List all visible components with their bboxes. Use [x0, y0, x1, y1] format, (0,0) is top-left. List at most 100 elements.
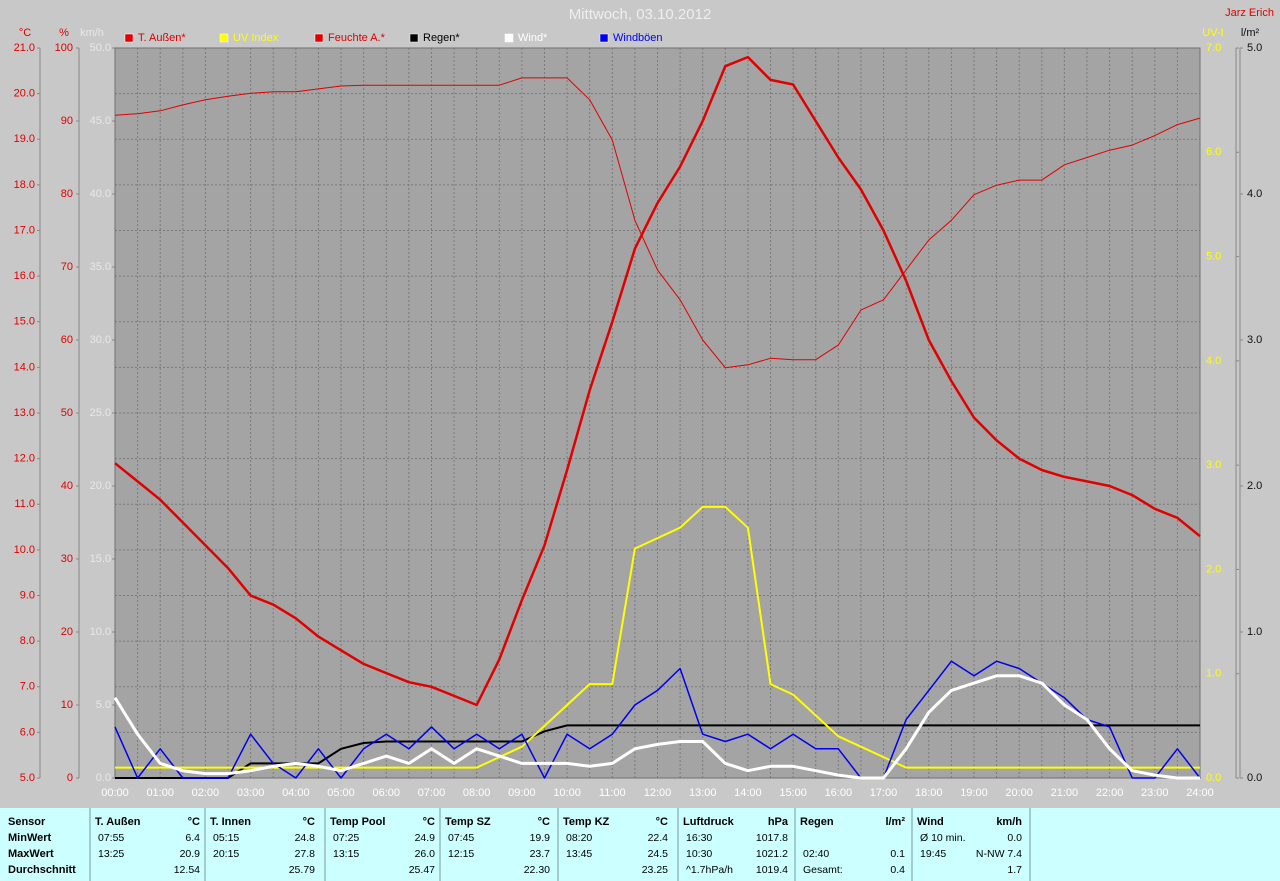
y-tick-label: 8.0 [20, 635, 35, 647]
row-label: Durchschnitt [8, 864, 76, 876]
y-tick-label: 0.0 [1206, 772, 1221, 784]
legend-label: Feuchte A.* [328, 32, 386, 44]
cell-value: 27.8 [295, 848, 316, 860]
cell-time: 13:15 [333, 848, 359, 860]
x-tick-label: 13:00 [689, 787, 717, 799]
x-tick-label: 01:00 [146, 787, 174, 799]
x-tick-label: 23:00 [1141, 787, 1169, 799]
cell-value: 0.0 [1007, 832, 1022, 844]
x-tick-label: 12:00 [644, 787, 672, 799]
y-tick-label: 3.0 [1206, 459, 1221, 471]
legend-label: T. Außen* [138, 32, 186, 44]
x-tick-label: 06:00 [372, 787, 400, 799]
cell-time: 02:40 [803, 848, 829, 860]
y-tick-label: 10.0 [14, 544, 35, 556]
plot-border [114, 47, 1201, 779]
series-line [114, 660, 1201, 779]
y-tick-label: 30.0 [90, 334, 111, 346]
y-tick-label: 17.0 [14, 224, 35, 236]
cell-time: 16:30 [686, 832, 712, 844]
y-tick-label: 45.0 [90, 115, 111, 127]
y-tick-label: 2.0 [1247, 480, 1262, 492]
column-unit: km/h [996, 816, 1022, 828]
cell-value: 25.79 [289, 864, 315, 876]
column-unit: hPa [768, 816, 789, 828]
y-tick-label: 70 [61, 261, 73, 273]
legend-label: Regen* [423, 32, 460, 44]
cell-value: 1019.4 [756, 864, 788, 876]
cell-value: 1021.2 [756, 848, 788, 860]
y-tick-label: 20 [61, 626, 73, 638]
y-tick-label: 35.0 [90, 261, 111, 273]
x-tick-label: 02:00 [192, 787, 220, 799]
axis-title: UV-I [1202, 27, 1223, 39]
x-tick-label: 19:00 [960, 787, 988, 799]
series-line [114, 77, 1201, 369]
x-tick-label: 16:00 [825, 787, 853, 799]
x-tick-label: 20:00 [1005, 787, 1033, 799]
y-tick-label: 80 [61, 188, 73, 200]
y-tick-label: 15.0 [90, 553, 111, 565]
cell-time: 12:15 [448, 848, 474, 860]
column-name: Regen [800, 816, 834, 828]
series-line [113, 674, 1200, 780]
column-unit: °C [188, 816, 200, 828]
legend-marker [504, 33, 514, 43]
legend-marker [409, 33, 419, 43]
column-name: Temp Pool [330, 816, 385, 828]
cell-value: 22.4 [648, 832, 669, 844]
axis-title: °C [19, 27, 31, 39]
row-label: MaxWert [8, 848, 54, 860]
cell-value: 23.25 [642, 864, 668, 876]
x-tick-label: 09:00 [508, 787, 536, 799]
y-tick-label: 4.0 [1206, 355, 1221, 367]
x-tick-label: 21:00 [1051, 787, 1079, 799]
y-tick-label: 25.0 [90, 407, 111, 419]
cell-time: 10:30 [686, 848, 712, 860]
cell-time: ^1.7hPa/h [686, 864, 733, 876]
column-name: T. Außen [95, 816, 141, 828]
column-name: Temp KZ [563, 816, 610, 828]
x-tick-label: 15:00 [779, 787, 807, 799]
chart: Mittwoch, 03.10.2012 Jarz Erich 00:00 01:… [14, 6, 1274, 799]
y-tick-label: 13.0 [14, 407, 35, 419]
x-tick-label: 24:00 [1186, 787, 1214, 799]
column-unit: °C [538, 816, 550, 828]
x-tick-label: 03:00 [237, 787, 265, 799]
cell-time: 07:55 [98, 832, 124, 844]
cell-value: N-NW 7.4 [976, 848, 1022, 860]
cell-value: 24.5 [648, 848, 669, 860]
cell-value: 12.54 [174, 864, 200, 876]
y-tick-label: 10 [61, 699, 73, 711]
cell-value: 24.8 [295, 832, 316, 844]
x-tick-label: 18:00 [915, 787, 943, 799]
y-tick-label: 40 [61, 480, 73, 492]
y-tick-label: 5.0 [96, 699, 111, 711]
y-tick-label: 0.0 [1247, 772, 1262, 784]
axis-title: % [59, 27, 69, 39]
legend-marker [599, 33, 609, 43]
cell-time: 07:45 [448, 832, 474, 844]
y-tick-label: 9.0 [20, 589, 35, 601]
y-tick-label: 20.0 [14, 88, 35, 100]
y-tick-label: 6.0 [1206, 146, 1221, 158]
cell-value: 19.9 [530, 832, 551, 844]
y-tick-label: 40.0 [90, 188, 111, 200]
cell-time: 08:20 [566, 832, 592, 844]
y-tick-label: 0.0 [96, 772, 111, 784]
y-tick-label: 11.0 [14, 498, 35, 510]
row-label: MinWert [8, 832, 52, 844]
y-tick-label: 100 [55, 42, 73, 54]
legend-marker [219, 33, 229, 43]
y-tick-label: 18.0 [14, 179, 35, 191]
cell-value: 6.4 [185, 832, 200, 844]
y-tick-label: 5.0 [20, 772, 35, 784]
y-tick-label: 15.0 [14, 316, 35, 328]
y-tick-label: 90 [61, 115, 73, 127]
cell-time: 07:25 [333, 832, 359, 844]
y-tick-label: 2.0 [1206, 563, 1221, 575]
column-unit: °C [423, 816, 435, 828]
y-tick-label: 30 [61, 553, 73, 565]
cell-time: 20:15 [213, 848, 239, 860]
cell-time: 19:45 [920, 848, 946, 860]
